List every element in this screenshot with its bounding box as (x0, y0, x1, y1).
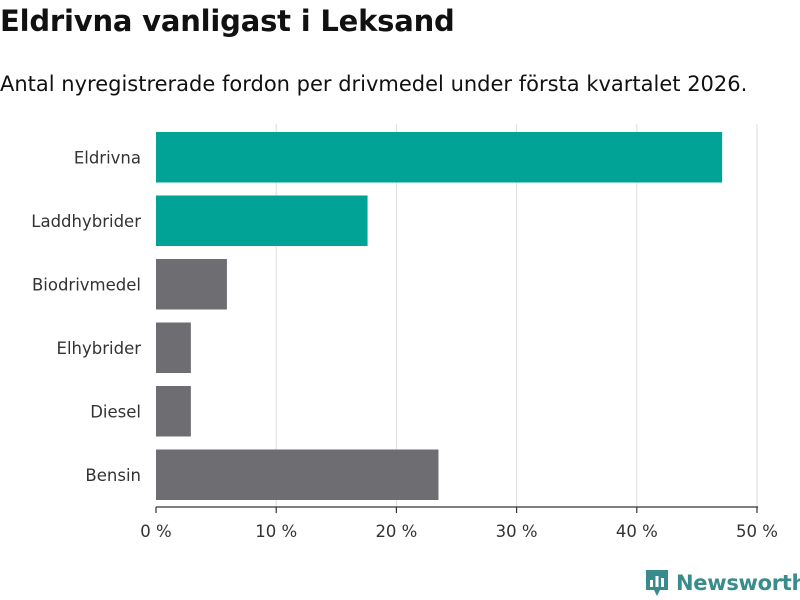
bar-chart: Eldrivna Laddhybrider Biodrivmedel Elhybrid… (31, 124, 778, 541)
bar (156, 259, 227, 310)
x-tick-label: 20 % (375, 522, 417, 541)
x-tick-label: 30 % (496, 522, 538, 541)
bar (156, 449, 439, 500)
chart-title: Eldrivna vanligast i Leksand (0, 4, 455, 38)
bar (156, 386, 191, 437)
x-tick-label: 50 % (736, 522, 778, 541)
category-label: Eldrivna (74, 148, 141, 167)
brand-name: Newsworthy (676, 571, 800, 595)
bar (156, 322, 191, 373)
category-label: Elhybrider (57, 339, 142, 358)
category-label: Diesel (90, 402, 141, 421)
chart-subtitle: Antal nyregistrerade fordon per drivmede… (0, 72, 748, 96)
newsworthy-logo-icon (646, 570, 668, 596)
category-label: Biodrivmedel (32, 275, 141, 294)
x-tick-label: 10 % (255, 522, 297, 541)
brand-logo[interactable]: Newsworthy (644, 568, 800, 598)
bar (156, 132, 723, 183)
category-label: Laddhybrider (31, 212, 141, 231)
bar (156, 195, 368, 246)
category-label: Bensin (85, 466, 141, 485)
x-tick-label: 0 % (140, 522, 171, 541)
x-tick-label: 40 % (616, 522, 658, 541)
